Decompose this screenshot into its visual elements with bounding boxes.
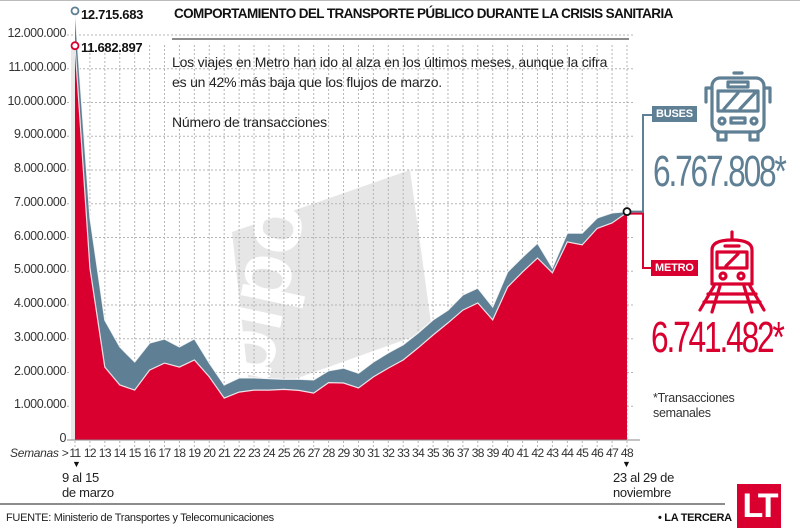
metro-leader-line xyxy=(627,212,652,269)
x-tick-label: 14 xyxy=(113,446,127,460)
buses-value: 6.767.808* xyxy=(653,147,787,196)
x-tick-label: 40 xyxy=(501,446,515,460)
x-tick-label: 35 xyxy=(426,446,440,460)
x-tick-label: 29 xyxy=(337,446,350,460)
end-week-line-1: 23 al 29 de xyxy=(613,470,675,485)
x-tick-label: 20 xyxy=(203,446,216,460)
buses-tag: BUSES xyxy=(652,106,697,122)
metro-tag: METRO xyxy=(651,260,698,276)
buses-leader-line xyxy=(627,114,652,213)
source-text: FUENTE: Ministerio de Transportes y Tele… xyxy=(6,512,274,524)
line-buses xyxy=(74,10,628,386)
x-axis-title: Semanas > xyxy=(10,446,69,460)
train-front-icon xyxy=(698,230,766,314)
y-tick-label: 0 xyxy=(59,431,66,445)
x-tick-label: 21 xyxy=(218,446,231,460)
x-tick-label: 12 xyxy=(83,446,97,460)
x-tick-label: 34 xyxy=(412,446,425,460)
chart-description: Los viajes en Metro han ido al alza en l… xyxy=(172,54,608,90)
x-tick-label: 31 xyxy=(367,446,380,460)
area-metro xyxy=(75,45,627,440)
peak-metro-label: 11.682.897 xyxy=(81,40,143,55)
y-tick-label: 3.000.000 xyxy=(13,329,66,344)
y-tick-label: 11.000.000 xyxy=(8,59,66,74)
bus-front-icon xyxy=(704,71,772,142)
y-tick-label: 4.000.000 xyxy=(13,296,66,310)
start-week-arrow-icon: ▼ xyxy=(72,459,81,469)
x-tick-label: 27 xyxy=(307,446,321,460)
peak-buses-label: 12.715.683 xyxy=(81,7,144,22)
x-tick-label: 28 xyxy=(322,446,336,460)
footnote-line-2: semanales xyxy=(653,406,711,420)
end-week-arrow-icon: ▼ xyxy=(622,459,631,469)
x-tick-label: 39 xyxy=(486,446,500,460)
x-tick-label: 16 xyxy=(143,446,157,460)
axis-shadow xyxy=(71,45,75,441)
chart-title: COMPORTAMIENTO DEL TRANSPORTE PÚBLICO DU… xyxy=(174,6,673,21)
x-tick-label: 26 xyxy=(292,446,306,460)
la-tercera-logo: LT xyxy=(737,484,781,528)
top-border xyxy=(0,0,800,1)
brand-name: • LA TERCERA xyxy=(658,512,732,524)
x-tick-label: 47 xyxy=(606,446,619,460)
y-tick-label: 7.000.000 xyxy=(13,194,66,209)
x-tick-label: 15 xyxy=(128,446,142,460)
y-tick-label: 1.000.000 xyxy=(13,397,66,412)
y-tick-label: 6.000.000 xyxy=(13,228,66,243)
peak-metro-marker xyxy=(70,41,80,51)
x-tick-label: 45 xyxy=(576,446,589,460)
start-week-line-2: de marzo xyxy=(62,485,114,500)
x-tick-label: 37 xyxy=(456,446,470,460)
x-tick-label: 23 xyxy=(247,446,261,460)
metro-value: 6.741.482* xyxy=(651,313,785,362)
x-tick-label: 25 xyxy=(277,446,291,460)
endpoint-marker xyxy=(622,207,632,216)
y-tick-label: 8.000.000 xyxy=(13,161,66,175)
end-week-line-2: noviembre xyxy=(613,485,671,500)
x-tick-label: 32 xyxy=(382,446,395,460)
x-tick-label: 13 xyxy=(98,446,112,460)
y-axis-title: Número de transacciones xyxy=(172,114,327,130)
x-tick-label: 36 xyxy=(441,446,455,460)
x-tick-label: 42 xyxy=(531,446,544,460)
x-tick-label: 33 xyxy=(397,446,410,460)
end-week-annotation: 23 al 29 de noviembre xyxy=(613,470,674,500)
y-tick-label: 5.000.000 xyxy=(13,262,66,277)
x-tick-label: 38 xyxy=(471,446,485,460)
watermark-shape xyxy=(232,170,432,395)
footer-divider xyxy=(0,503,725,505)
x-tick-label: 24 xyxy=(262,446,276,460)
x-tick-label: 17 xyxy=(158,446,171,460)
leader-lines xyxy=(627,114,652,269)
x-tick-label: 30 xyxy=(352,446,365,460)
x-tick-label: 41 xyxy=(516,446,529,460)
footnote-line-1: *Transacciones xyxy=(653,391,735,405)
y-tick-label: 9.000.000 xyxy=(13,127,66,142)
line-metro xyxy=(74,45,628,399)
markers xyxy=(70,6,632,216)
x-tick-label: 43 xyxy=(546,446,559,460)
peak-buses-marker xyxy=(70,6,80,16)
watermark: bipo! xyxy=(193,163,432,395)
title-divider xyxy=(172,38,629,40)
y-tick-label: 10.000.000 xyxy=(7,93,66,108)
x-tick-label: 11 xyxy=(69,446,81,460)
x-tick-label: 18 xyxy=(173,446,186,460)
area-series xyxy=(71,10,628,441)
footnote: *Transacciones semanales xyxy=(653,391,735,421)
x-tick-label: 22 xyxy=(233,446,246,460)
y-tick-label: 2.000.000 xyxy=(13,363,66,378)
x-tick-label: 44 xyxy=(561,446,574,460)
start-week-line-1: 9 al 15 xyxy=(62,470,99,485)
y-tick-label: 12.000.000 xyxy=(7,26,66,40)
x-tick-label: 19 xyxy=(188,446,201,460)
x-tick-label: 48 xyxy=(620,446,634,460)
x-tick-label: 46 xyxy=(591,446,604,460)
start-week-annotation: 9 al 15 de marzo xyxy=(62,470,114,500)
